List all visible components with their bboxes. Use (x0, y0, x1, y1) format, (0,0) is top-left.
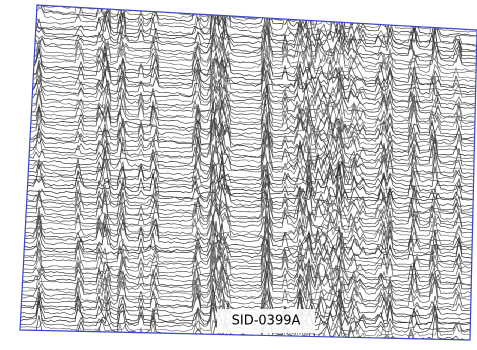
trace-line (20, 240, 477, 287)
trace-line (20, 145, 477, 185)
survey-outline (19, 4, 477, 341)
trace-line (20, 271, 477, 311)
trace-line (20, 189, 477, 248)
trace-line (20, 98, 477, 157)
trace-line (20, 206, 477, 243)
trace-line (20, 150, 477, 188)
trace-line (20, 67, 477, 110)
trace-line (20, 5, 477, 37)
trace-line (20, 119, 477, 167)
trace-line (20, 231, 477, 263)
trace-line (20, 10, 477, 67)
trace-line (20, 114, 477, 163)
trace-line (20, 64, 477, 117)
trace-line (20, 94, 477, 136)
trace-line (20, 5, 477, 52)
trace-line (20, 32, 477, 88)
trace-line (20, 42, 477, 79)
trace-group (20, 5, 477, 340)
trace-line (20, 89, 477, 127)
trace-line (20, 212, 477, 246)
trace-line (20, 186, 477, 227)
trace-line (20, 57, 477, 93)
trace-line (20, 29, 477, 64)
trace-line (20, 15, 477, 57)
trace-line (20, 65, 477, 107)
trace-line (20, 258, 477, 291)
trace-line (20, 121, 477, 179)
trace-line (20, 163, 477, 201)
trace-line (20, 105, 477, 148)
trace-line (20, 204, 477, 240)
trace-line (20, 183, 477, 220)
trace-line (20, 256, 477, 307)
trace-line (20, 89, 477, 124)
trace-line (20, 164, 477, 212)
trace-line (20, 129, 477, 171)
trace-line (20, 128, 477, 175)
trace-line (20, 158, 477, 195)
trace-line (20, 158, 477, 192)
trace-line (20, 32, 477, 83)
trace-line (20, 85, 477, 139)
trace-line (20, 117, 477, 160)
trace-line (20, 164, 477, 214)
trace-line (20, 226, 477, 278)
trace-line (20, 156, 477, 200)
trace-line (20, 245, 477, 279)
trace-line (20, 220, 477, 259)
trace-line (20, 127, 477, 182)
trace-line (20, 79, 477, 119)
trace-line (20, 63, 477, 105)
trace-line (20, 26, 477, 74)
trace-line (20, 191, 477, 234)
trace-line (20, 246, 477, 295)
trace-line (20, 45, 477, 99)
trace-line (20, 210, 477, 256)
trace-line (20, 115, 477, 153)
trace-line (20, 269, 477, 299)
trace-line (20, 274, 477, 309)
trace-line (20, 103, 477, 145)
trace-line (20, 216, 477, 270)
trace-line (20, 188, 477, 232)
trace-line (20, 5, 477, 47)
trace-line (20, 236, 477, 267)
trace-line (20, 5, 477, 47)
label-box (217, 309, 315, 333)
trace-line (20, 52, 477, 96)
trace-line (20, 180, 477, 217)
trace-line (20, 12, 477, 60)
trace-line (20, 5, 477, 33)
trace-line (20, 235, 477, 273)
trace-line (20, 163, 477, 208)
trace-line (20, 45, 477, 90)
survey-label: SID-0399A (232, 314, 301, 329)
trace-line (20, 74, 477, 122)
trace-line (20, 104, 477, 142)
trace-line (20, 247, 477, 286)
trace-line (20, 5, 477, 38)
trace-line (20, 7, 477, 53)
trace-line (20, 92, 477, 131)
trace-line (20, 178, 477, 224)
trace-line (20, 214, 477, 252)
